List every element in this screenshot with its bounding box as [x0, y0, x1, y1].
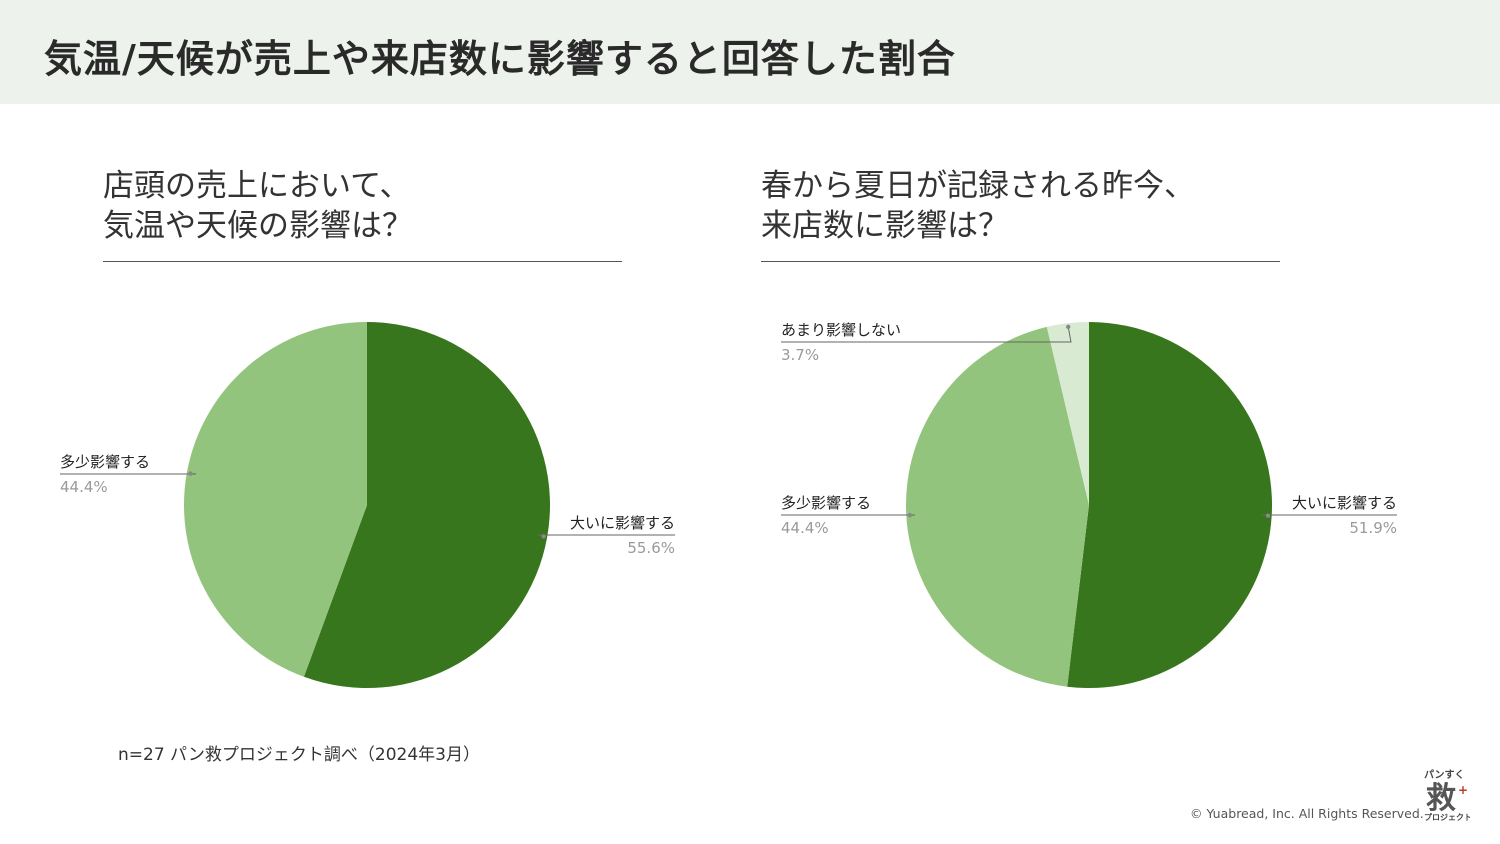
left-question: 店頭の売上において、 気温や天候の影響は？: [103, 166, 413, 246]
source-note: n=27 パン救プロジェクト調べ（2024年3月）: [118, 745, 480, 765]
logo-text-main: 救: [1426, 781, 1456, 816]
slice-label: あまり影響しない: [781, 321, 901, 339]
right-question: 春から夏日が記録される昨今、 来店数に影響は？: [761, 166, 1195, 246]
leader-dot: [1066, 324, 1071, 330]
slice-value-label: 55.6%: [627, 539, 675, 557]
leader-dot: [541, 534, 546, 539]
header-band: [0, 0, 1500, 104]
right-question-line1: 春から夏日が記録される昨今、: [761, 168, 1195, 204]
slice-value-label: 44.4%: [60, 478, 108, 496]
logo-plus-icon: +: [1458, 783, 1468, 797]
pansuku-logo: パンすく 救 + プロジェクト: [1424, 769, 1470, 822]
pie-slice: [1046, 322, 1089, 505]
slice-label: 大いに影響する: [570, 514, 675, 532]
leader-dot: [907, 512, 913, 518]
logo-text-bottom: プロジェクト: [1424, 812, 1470, 822]
right-divider: [761, 261, 1280, 262]
copyright-text: © Yuabread, Inc. All Rights Reserved.: [1190, 806, 1424, 821]
pie-chart-visits: 大いに影響する 51.9% 多少影響する 44.4% あまり影響しない 3.7%: [781, 321, 1397, 689]
left-question-line1: 店頭の売上において、: [103, 168, 411, 204]
slice-value-label: 3.7%: [781, 346, 819, 364]
slice-value-label: 44.4%: [781, 519, 829, 537]
pie-slice: [906, 326, 1089, 687]
slice-value-label: 51.9%: [1349, 519, 1397, 537]
right-question-line2: 来店数に影響は？: [761, 208, 1009, 244]
slice-label: 多少影響する: [60, 453, 150, 471]
pie-slice: [1067, 322, 1273, 689]
slice-label: 多少影響する: [781, 494, 871, 512]
page-title: 気温/天候が売上や来店数に影響すると回答した割合: [44, 37, 956, 81]
left-divider: [103, 261, 622, 262]
slice-label: 大いに影響する: [1292, 494, 1397, 512]
left-question-line2: 気温や天候の影響は？: [103, 208, 413, 244]
leader-line: [1261, 514, 1397, 517]
leader-dot: [188, 471, 193, 476]
logo-text-top: パンすく: [1424, 769, 1465, 781]
pie-slice: [184, 322, 367, 677]
leader-dot: [1265, 513, 1271, 518]
pie-chart-sales: 大いに影響する 55.6% 多少影響する 44.4%: [60, 322, 675, 689]
pie-slice: [303, 322, 551, 689]
leader-line: [781, 326, 1072, 343]
leader-line: [537, 534, 675, 537]
